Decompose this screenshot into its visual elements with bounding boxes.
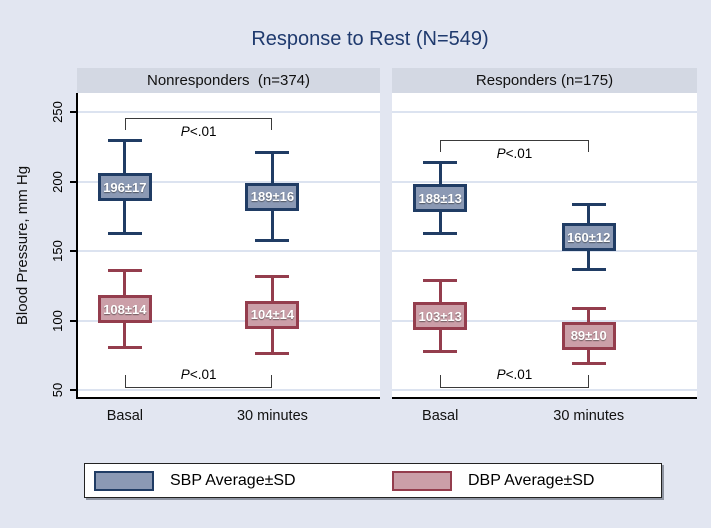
sbp-whisker-cap-bottom xyxy=(107,232,142,236)
legend: SBP Average±SD DBP Average±SD xyxy=(84,463,662,498)
dbp-box: 104±14 xyxy=(245,300,300,329)
sbp-box-value-label: 160±12 xyxy=(567,229,611,245)
p-value-label: P<.01 xyxy=(169,124,229,139)
p-label-prefix: P xyxy=(496,367,506,382)
dbp-box-value-label: 89±10 xyxy=(570,328,607,344)
gridline xyxy=(392,319,697,322)
sbp-whisker-cap-bottom xyxy=(255,239,290,243)
sbp-box: 189±16 xyxy=(245,182,300,211)
dbp-whisker-cap-bottom xyxy=(255,351,290,355)
x-category-label: Basal xyxy=(422,408,459,424)
gridline xyxy=(77,180,380,183)
sbp-box: 188±13 xyxy=(413,184,468,213)
x-category-label: Basal xyxy=(106,408,143,424)
gridline xyxy=(77,389,380,391)
sbp-swatch-icon xyxy=(94,470,154,491)
gridline xyxy=(77,319,380,322)
dbp-whisker-cap-top xyxy=(255,275,290,279)
p-label-value: <.01 xyxy=(505,367,533,382)
p-value-label: P<.01 xyxy=(484,146,544,161)
dbp-box: 103±13 xyxy=(413,302,468,331)
p-label-prefix: P xyxy=(180,367,190,382)
dbp-box: 89±10 xyxy=(561,321,616,350)
p-label-value: <.01 xyxy=(189,123,217,139)
sbp-whisker-cap-top xyxy=(423,161,458,165)
significance-bracket xyxy=(124,117,273,130)
p-label-prefix: P xyxy=(180,123,190,139)
dbp-whisker-cap-top xyxy=(423,279,458,283)
y-tick-label: 200 xyxy=(50,170,65,193)
dbp-box: 108±14 xyxy=(97,295,152,324)
dbp-box-value-label: 103±13 xyxy=(418,308,462,324)
chart-title: Response to Rest (N=549) xyxy=(251,28,489,50)
significance-bracket xyxy=(440,140,589,153)
sbp-whisker-cap-top xyxy=(107,138,142,142)
gridline xyxy=(77,250,380,252)
significance-bracket xyxy=(124,375,273,388)
p-value-label: P<.01 xyxy=(169,367,229,382)
p-label-value: <.01 xyxy=(189,367,217,382)
y-tick xyxy=(70,319,77,322)
y-tick-label: 250 xyxy=(50,101,65,123)
sbp-legend-label: SBP Average±SD xyxy=(170,471,296,489)
dbp-whisker-cap-bottom xyxy=(423,350,458,354)
dbp-whisker-cap-bottom xyxy=(571,361,606,365)
y-tick-label: 100 xyxy=(50,309,65,332)
gridline xyxy=(392,389,697,391)
sbp-box-value-label: 196±17 xyxy=(103,179,147,195)
significance-bracket xyxy=(440,375,589,388)
y-tick xyxy=(70,389,77,391)
y-tick xyxy=(70,250,77,252)
y-tick-label: 50 xyxy=(50,382,65,398)
panel-plot-responders xyxy=(392,93,697,398)
gridline xyxy=(392,111,697,113)
sbp-box-value-label: 189±16 xyxy=(250,189,295,205)
y-axis-title: Blood Pressure, mm Hg xyxy=(14,165,31,326)
y-tick-label: 150 xyxy=(50,240,65,262)
y-axis-line xyxy=(76,93,78,399)
x-category-label: 30 minutes xyxy=(236,408,308,424)
sbp-whisker-cap-top xyxy=(571,202,606,206)
sbp-box: 160±12 xyxy=(561,223,616,252)
dbp-whisker-cap-top xyxy=(571,306,606,310)
panel-header-responders: Responders (n=175) xyxy=(392,68,697,93)
sbp-box: 196±17 xyxy=(97,173,152,202)
sbp-box-value-label: 188±13 xyxy=(418,190,462,206)
p-label-prefix: P xyxy=(496,146,506,162)
dbp-whisker-cap-bottom xyxy=(107,346,142,350)
legend-entry-sbp: SBP Average±SD xyxy=(94,464,296,497)
x-axis-line xyxy=(392,397,697,399)
p-value-label: P<.01 xyxy=(484,367,544,382)
sbp-whisker-cap-bottom xyxy=(423,232,458,236)
y-tick xyxy=(70,111,77,113)
dbp-legend-label: DBP Average±SD xyxy=(468,471,595,489)
dbp-swatch-icon xyxy=(392,470,452,491)
gridline xyxy=(77,111,380,113)
p-label-value: <.01 xyxy=(505,146,533,162)
sbp-whisker-cap-top xyxy=(255,151,290,155)
y-tick xyxy=(70,180,77,183)
panel-header-nonresponders: Nonresponders (n=374) xyxy=(77,68,380,93)
gridline xyxy=(392,250,697,252)
dbp-box-value-label: 108±14 xyxy=(103,301,147,317)
dbp-whisker-cap-top xyxy=(107,269,142,273)
gridline xyxy=(392,180,697,183)
x-category-label: 30 minutes xyxy=(553,408,625,424)
legend-entry-dbp: DBP Average±SD xyxy=(392,464,594,497)
dbp-box-value-label: 104±14 xyxy=(250,307,295,323)
sbp-whisker-cap-bottom xyxy=(571,268,606,272)
x-axis-line xyxy=(77,397,380,399)
